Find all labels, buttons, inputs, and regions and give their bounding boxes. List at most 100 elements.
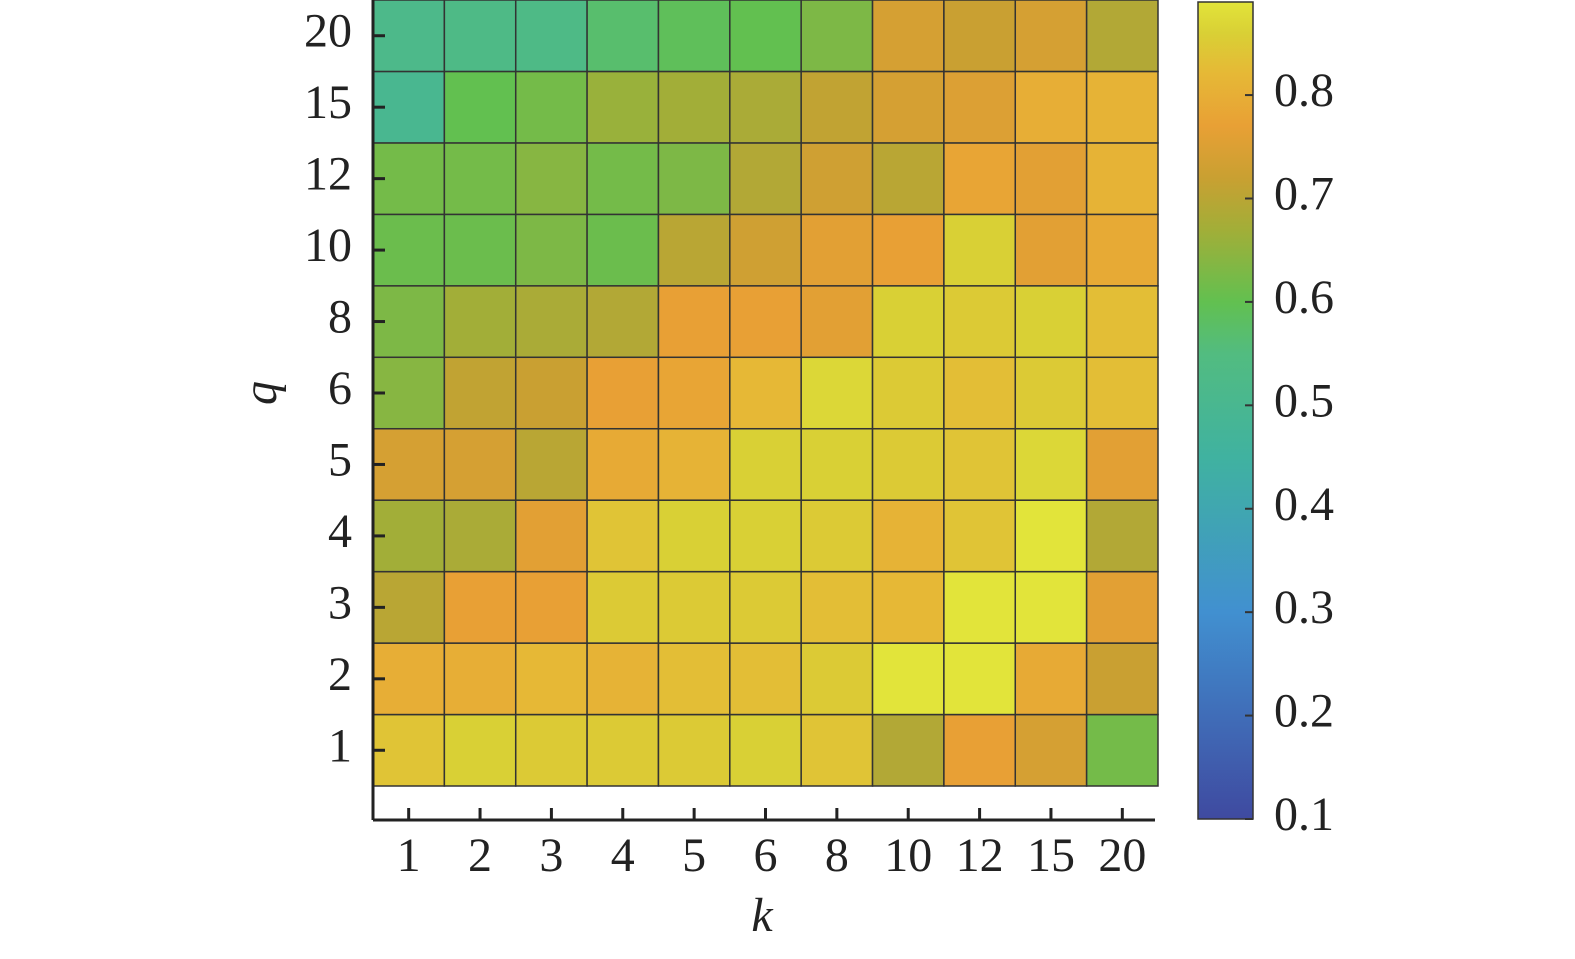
heatmap-cell — [729, 70, 802, 144]
heatmap-cell — [871, 213, 945, 287]
colorbar-tick-label: 0.3 — [1274, 581, 1334, 634]
x-axis-label: k — [751, 889, 774, 942]
heatmap-cell — [1085, 713, 1159, 787]
heatmap-cell — [657, 70, 731, 144]
heatmap-cell — [443, 499, 517, 573]
colorbar-tick-label: 0.6 — [1274, 271, 1334, 324]
heatmap-cell — [514, 356, 588, 430]
heatmap-cell — [514, 570, 588, 644]
heatmap-cell — [1014, 499, 1088, 573]
heatmap-cell — [871, 70, 945, 144]
heatmap-cell — [1085, 0, 1159, 73]
x-tick-label: 3 — [539, 829, 563, 882]
heatmap-cell — [586, 356, 660, 430]
heatmap-cell — [514, 427, 588, 501]
heatmap-cell — [943, 499, 1017, 573]
heatmap-cell — [729, 570, 802, 644]
heatmap-cell — [657, 356, 731, 430]
heatmap-cell — [800, 0, 874, 73]
y-axis-label: q — [234, 381, 287, 405]
heatmap-cell — [443, 70, 517, 144]
heatmap-cell — [443, 427, 517, 501]
x-tick-label: 2 — [468, 829, 492, 882]
y-tick-label: 1 — [328, 719, 352, 772]
heatmap-cell — [657, 642, 731, 716]
heatmap-cell — [514, 70, 588, 144]
y-tick-label: 6 — [328, 362, 352, 415]
heatmap-cell — [1014, 713, 1088, 787]
heatmap-cell — [1085, 499, 1159, 573]
heatmap-cell — [800, 213, 874, 287]
heatmap-cell — [1085, 642, 1159, 716]
heatmap-cell — [871, 713, 945, 787]
y-tick-label: 3 — [328, 576, 352, 629]
heatmap-cell — [657, 0, 731, 73]
x-tick-label: 8 — [825, 829, 849, 882]
colorbar-tick-label: 0.7 — [1274, 168, 1334, 221]
heatmap-cell — [1014, 142, 1088, 216]
colorbar-tick-label: 0.8 — [1274, 64, 1334, 117]
heatmap-cell — [1085, 570, 1159, 644]
heatmap-cell — [800, 642, 874, 716]
heatmap-cell — [943, 142, 1017, 216]
heatmap-cell — [657, 713, 731, 787]
heatmap-cell — [443, 356, 517, 430]
heatmap-cell — [729, 356, 802, 430]
heatmap-cell — [800, 356, 874, 430]
heatmap-cell — [943, 0, 1017, 73]
x-tick-label: 4 — [611, 829, 635, 882]
heatmap-cell — [586, 713, 660, 787]
heatmap-cell — [800, 285, 874, 359]
heatmap-cell — [586, 285, 660, 359]
heatmap-cell — [1085, 213, 1159, 287]
heatmap-cell — [871, 499, 945, 573]
heatmap-cell — [443, 642, 517, 716]
heatmap-cell — [943, 642, 1017, 716]
y-tick-label: 8 — [328, 291, 352, 344]
heatmap-cell — [586, 642, 660, 716]
heatmap-cell — [800, 427, 874, 501]
x-tick-label: 15 — [1027, 829, 1075, 882]
heatmap-cell — [586, 0, 660, 73]
heatmap-cell — [514, 642, 588, 716]
heatmap-cell — [871, 142, 945, 216]
heatmap-cell — [657, 427, 731, 501]
heatmap-cell — [800, 70, 874, 144]
colorbar-tick-label: 0.5 — [1274, 374, 1334, 427]
y-tick-label: 15 — [304, 76, 352, 129]
heatmap-cell — [1085, 427, 1159, 501]
heatmap-cell — [657, 213, 731, 287]
heatmap-cell — [514, 713, 588, 787]
heatmap-cell — [657, 285, 731, 359]
x-tick-label: 6 — [754, 829, 778, 882]
heatmap-cell — [871, 285, 945, 359]
heatmap-cell — [443, 285, 517, 359]
y-tick-label: 5 — [328, 433, 352, 486]
y-tick-label: 12 — [304, 148, 352, 201]
heatmap-cell — [1014, 427, 1088, 501]
heatmap-cell — [586, 427, 660, 501]
heatmap-cell — [800, 713, 874, 787]
heatmap-cell — [1085, 70, 1159, 144]
heatmap-cell — [443, 713, 517, 787]
heatmap-cell — [729, 213, 802, 287]
heatmap-cell — [1085, 285, 1159, 359]
heatmap-cell — [586, 70, 660, 144]
heatmap-cell — [514, 499, 588, 573]
heatmap-cell — [729, 142, 802, 216]
heatmap-cell — [943, 427, 1017, 501]
heatmap-cell — [514, 285, 588, 359]
heatmap-cell — [1014, 570, 1088, 644]
heatmap-cell — [514, 0, 588, 73]
heatmap-cell — [1014, 70, 1088, 144]
heatmap-cell — [729, 427, 802, 501]
y-tick-label: 4 — [328, 505, 352, 558]
heatmap-cell — [443, 213, 517, 287]
heatmap-cell — [1085, 356, 1159, 430]
heatmap-cell — [586, 213, 660, 287]
heatmap-cell — [800, 570, 874, 644]
heatmap-cell — [443, 0, 517, 73]
colorbar — [1197, 1, 1254, 820]
heatmap-cell — [443, 570, 517, 644]
